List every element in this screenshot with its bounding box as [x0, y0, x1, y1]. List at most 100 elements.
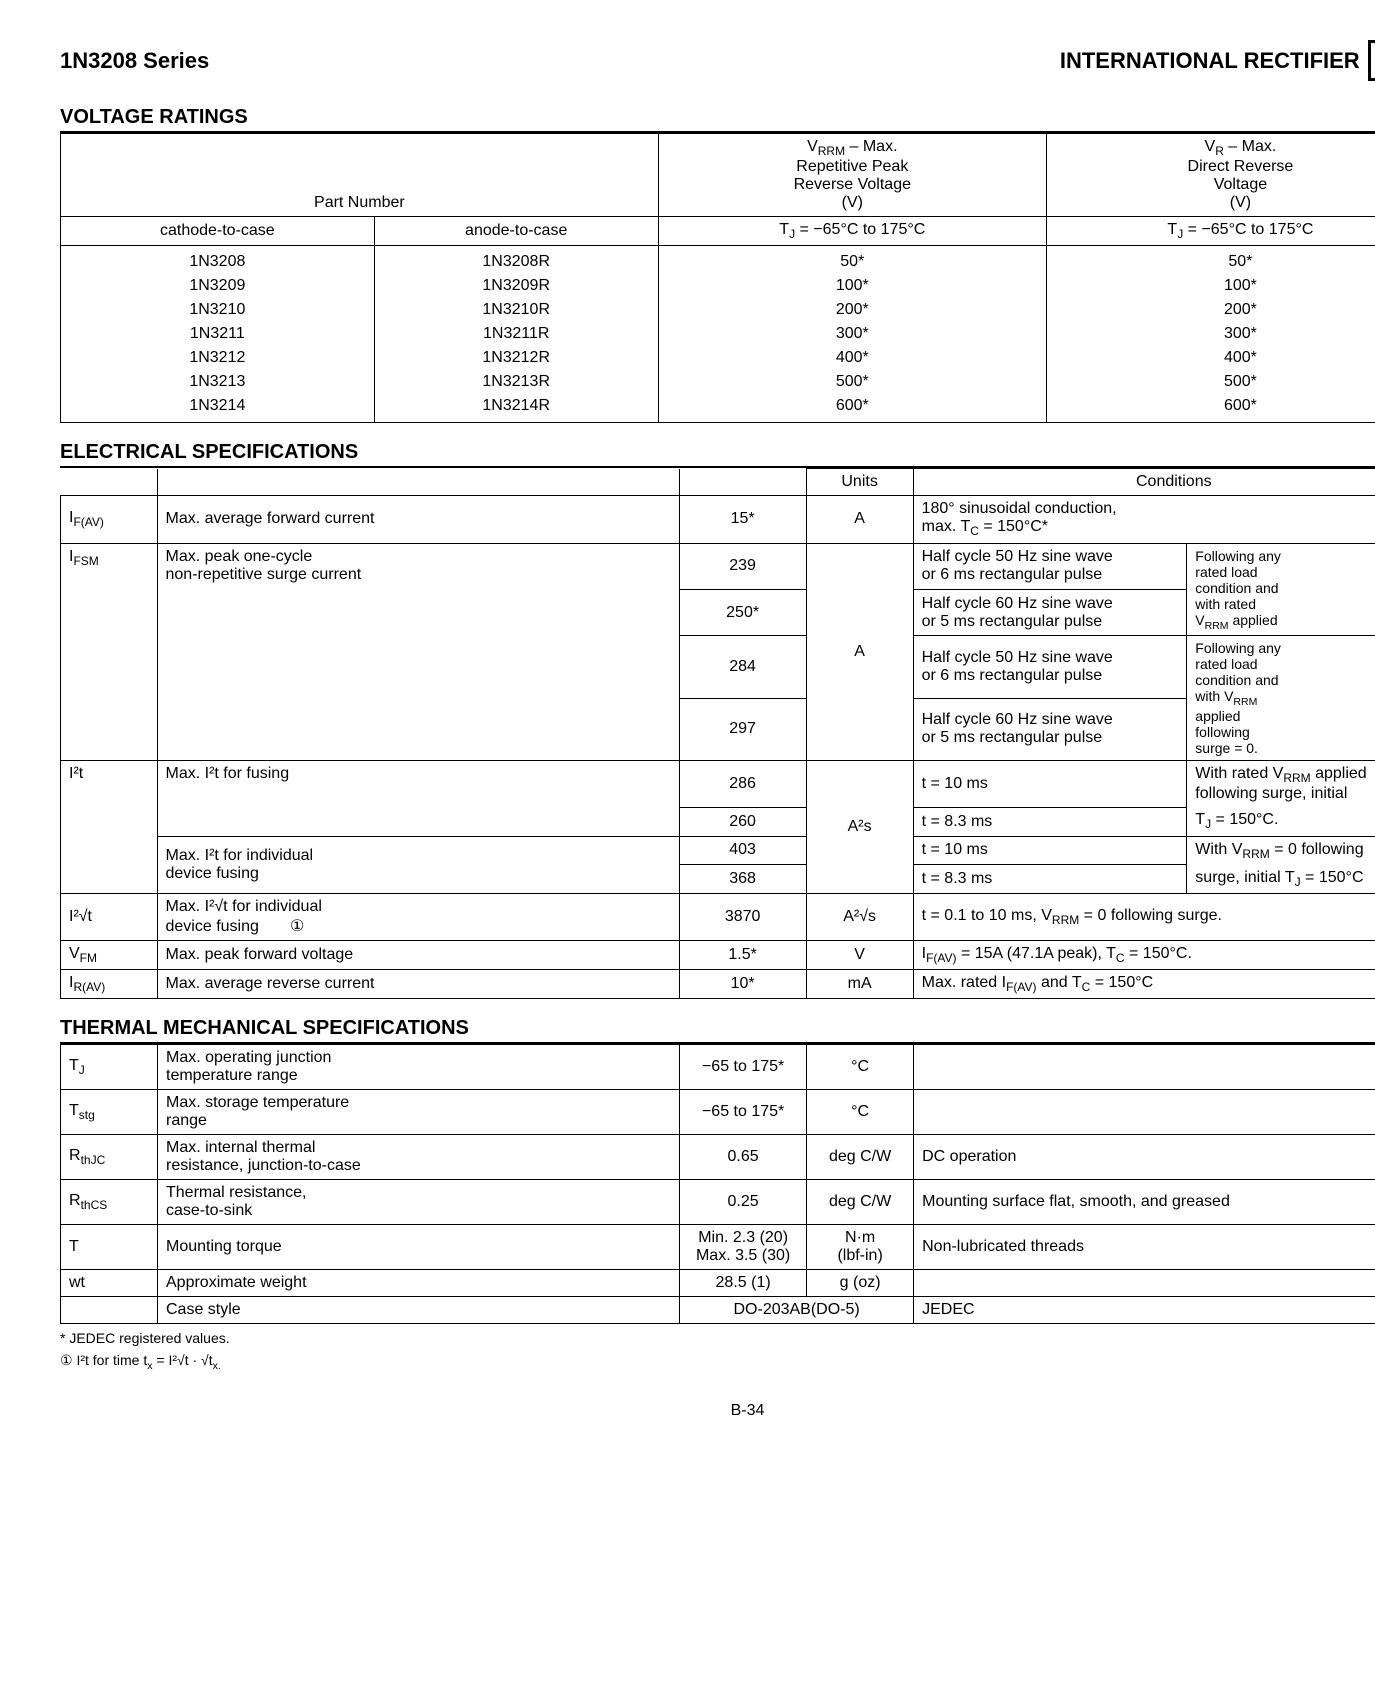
i2t-c3l: t = 10 ms: [913, 836, 1187, 865]
irav-cond: Max. rated IF(AV) and TC = 150°C: [913, 970, 1375, 999]
i2t-unit: A²s: [806, 761, 913, 894]
ifsm-c3: Half cycle 50 Hz sine waveor 6 ms rectan…: [913, 636, 1187, 698]
col-vr: VR – Max. Direct Reverse Voltage (V): [1046, 134, 1375, 217]
i2t-c2r: TJ = 150°C.: [1187, 807, 1375, 836]
i2t-v4: 368: [679, 865, 806, 894]
i2sqrt-desc: Max. I²√t for individualdevice fusing ①: [157, 893, 679, 940]
hdr-units: Units: [806, 469, 913, 496]
brand-text: INTERNATIONAL RECTIFIER: [1060, 48, 1360, 74]
wt-val: 28.5 (1): [680, 1270, 807, 1297]
i2t-v3: 403: [679, 836, 806, 865]
footnote-2: ① I²t for time tx = I²√t · √tx.: [60, 1352, 1375, 1372]
rthjc-desc: Max. internal thermalresistance, junctio…: [158, 1135, 680, 1180]
voltage-ratings-table: Part Number VRRM – Max. Repetitive Peak …: [60, 133, 1375, 423]
i2t-c1r: With rated VRRM appliedfollowing surge, …: [1187, 761, 1375, 808]
voltage-rows: 1N3208 1N3209 1N3210 1N3211 1N3212 1N321…: [61, 246, 1375, 423]
ifav-val: 15*: [679, 496, 806, 543]
rthcs-sym: RthCS: [61, 1180, 158, 1225]
torque-unit: N·m(lbf-in): [807, 1225, 914, 1270]
ifsm-v1: 239: [679, 543, 806, 589]
page-header: 1N3208 Series INTERNATIONAL RECTIFIER I☆…: [60, 40, 1375, 81]
col-vrrm: VRRM – Max. Repetitive Peak Reverse Volt…: [658, 134, 1046, 217]
tj-range-2: TJ = −65°C to 175°C: [1046, 217, 1375, 246]
ifsm-desc: Max. peak one-cycle non-repetitive surge…: [157, 543, 679, 761]
vfm-unit: V: [806, 940, 913, 969]
i2sqrt-unit: A²√s: [806, 893, 913, 940]
tj-desc: Max. operating junctiontemperature range: [158, 1045, 680, 1090]
tstg-sym: Tstg: [61, 1090, 158, 1135]
ifsm-c2: Half cycle 60 Hz sine waveor 5 ms rectan…: [913, 589, 1187, 635]
ifsm-unit: A: [806, 543, 913, 761]
ifsm-v3: 284: [679, 636, 806, 698]
i2sqrt-cond: t = 0.1 to 10 ms, VRRM = 0 following sur…: [913, 893, 1375, 940]
irav-unit: mA: [806, 970, 913, 999]
case-cond: JEDEC: [914, 1297, 1375, 1324]
tstg-unit: °C: [807, 1090, 914, 1135]
vfm-val: 1.5*: [679, 940, 806, 969]
ifav-sym: IF(AV): [61, 496, 158, 543]
series-title: 1N3208 Series: [60, 48, 209, 74]
i2t-sym: I²t: [61, 761, 158, 894]
rthjc-val: 0.65: [680, 1135, 807, 1180]
ifsm-sym: IFSM: [61, 543, 158, 761]
i2t-desc2: Max. I²t for individualdevice fusing: [157, 836, 679, 893]
brand: INTERNATIONAL RECTIFIER I☆R: [1060, 40, 1375, 81]
rthjc-sym: RthJC: [61, 1135, 158, 1180]
ifsm-v2: 250*: [679, 589, 806, 635]
torque-desc: Mounting torque: [158, 1225, 680, 1270]
col-cathode: cathode-to-case: [61, 217, 375, 246]
vfm-sym: VFM: [61, 940, 158, 969]
ifsm-c1: Half cycle 50 Hz sine waveor 6 ms rectan…: [913, 543, 1187, 589]
ifsm-v4: 297: [679, 698, 806, 760]
vfm-desc: Max. peak forward voltage: [157, 940, 679, 969]
i2t-v1: 286: [679, 761, 806, 808]
footnote-1: * JEDEC registered values.: [60, 1330, 1375, 1346]
rthcs-val: 0.25: [680, 1180, 807, 1225]
i2t-desc: Max. I²t for fusing: [157, 761, 679, 836]
electrical-table: Units Conditions IF(AV) Max. average for…: [60, 468, 1375, 999]
irav-val: 10*: [679, 970, 806, 999]
page-number: B-34: [60, 1402, 1375, 1420]
tj-val: −65 to 175*: [680, 1045, 807, 1090]
case-desc: Case style: [158, 1297, 680, 1324]
i2sqrt-sym: I²√t: [61, 893, 158, 940]
irav-sym: IR(AV): [61, 970, 158, 999]
i2t-c3r: With VRRM = 0 following: [1187, 836, 1375, 865]
col-anode: anode-to-case: [374, 217, 658, 246]
i2t-c2l: t = 8.3 ms: [913, 807, 1187, 836]
i2t-v2: 260: [679, 807, 806, 836]
col-partnumber: Part Number: [61, 134, 659, 217]
ifsm-c4: Half cycle 60 Hz sine waveor 5 ms rectan…: [913, 698, 1187, 760]
ifsm-side1: Following any rated load condition and w…: [1187, 543, 1375, 636]
rthcs-cond: Mounting surface flat, smooth, and greas…: [914, 1180, 1375, 1225]
thermal-table: TJ Max. operating junctiontemperature ra…: [60, 1044, 1375, 1324]
tj-sym: TJ: [61, 1045, 158, 1090]
thermal-title: THERMAL MECHANICAL SPECIFICATIONS: [60, 1017, 1375, 1044]
ifav-unit: A: [806, 496, 913, 543]
torque-val: Min. 2.3 (20)Max. 3.5 (30): [680, 1225, 807, 1270]
tj-cond: [914, 1045, 1375, 1090]
rthcs-unit: deg C/W: [807, 1180, 914, 1225]
wt-unit: g (oz): [807, 1270, 914, 1297]
wt-desc: Approximate weight: [158, 1270, 680, 1297]
i2t-c4r: surge, initial TJ = 150°C: [1187, 865, 1375, 894]
ifav-desc: Max. average forward current: [157, 496, 679, 543]
voltage-ratings-title: VOLTAGE RATINGS: [60, 106, 1375, 133]
tstg-desc: Max. storage temperaturerange: [158, 1090, 680, 1135]
vfm-cond: IF(AV) = 15A (47.1A peak), TC = 150°C.: [913, 940, 1375, 969]
tj-unit: °C: [807, 1045, 914, 1090]
torque-sym: T: [61, 1225, 158, 1270]
ifsm-side2: Following any rated load condition and w…: [1187, 636, 1375, 761]
i2t-c4l: t = 8.3 ms: [913, 865, 1187, 894]
i2t-c1l: t = 10 ms: [913, 761, 1187, 808]
rthcs-desc: Thermal resistance,case-to-sink: [158, 1180, 680, 1225]
wt-sym: wt: [61, 1270, 158, 1297]
electrical-title: ELECTRICAL SPECIFICATIONS: [60, 441, 1375, 468]
brand-logo: I☆R: [1368, 40, 1375, 81]
tstg-val: −65 to 175*: [680, 1090, 807, 1135]
hdr-conditions: Conditions: [913, 469, 1375, 496]
tj-range-1: TJ = −65°C to 175°C: [658, 217, 1046, 246]
case-val: DO-203AB(DO-5): [680, 1297, 914, 1324]
torque-cond: Non-lubricated threads: [914, 1225, 1375, 1270]
i2sqrt-val: 3870: [679, 893, 806, 940]
